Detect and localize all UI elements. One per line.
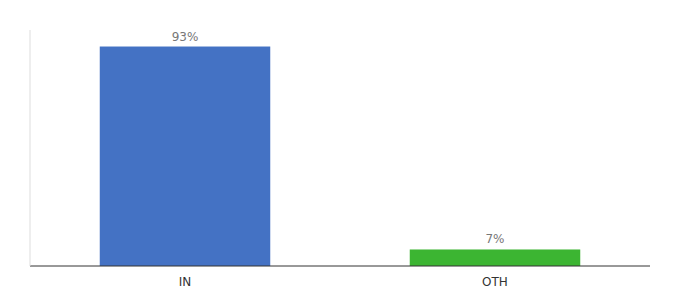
chart-container: 93% 7% IN OTH	[0, 0, 680, 300]
x-axis-line	[30, 266, 650, 267]
x-tick-label: IN	[179, 275, 192, 289]
bars	[100, 47, 581, 266]
x-tick-label: OTH	[482, 275, 508, 289]
bar	[410, 249, 581, 266]
chart-svg: 93% 7% IN OTH	[0, 0, 680, 300]
data-label: 7%	[485, 232, 504, 246]
data-label: 93%	[172, 30, 199, 44]
y-range-line	[30, 30, 31, 266]
bar	[100, 47, 271, 266]
